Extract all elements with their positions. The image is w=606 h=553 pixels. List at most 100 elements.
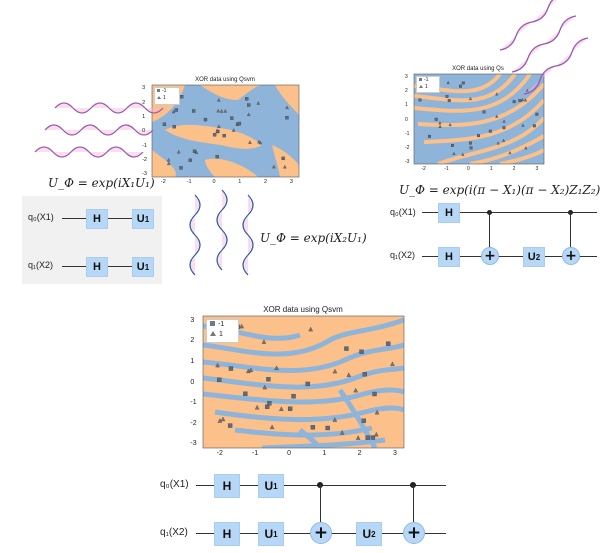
y-tick-label: 0 bbox=[142, 128, 146, 135]
wave-vertical-3 bbox=[242, 194, 254, 276]
scatter-square bbox=[451, 143, 454, 147]
x-tick-label: -2 bbox=[421, 166, 426, 172]
scatter-triangle bbox=[495, 114, 499, 118]
scatter-triangle bbox=[332, 368, 338, 374]
plot-bottom bbox=[202, 315, 405, 449]
wave-horizontal-group bbox=[34, 102, 164, 158]
formula-encoding-x2: U_Φ = exp(iX₂U₁) bbox=[260, 231, 367, 245]
scatter-square bbox=[222, 133, 226, 138]
circuit-right-q1-wire bbox=[422, 256, 597, 257]
scatter-square bbox=[192, 149, 197, 153]
scatter-square bbox=[477, 134, 480, 138]
scatter-square bbox=[230, 116, 234, 120]
scatter-triangle bbox=[223, 109, 228, 113]
y-tick-label: -3 bbox=[405, 158, 410, 165]
legend-label-neg: -1 bbox=[424, 77, 429, 83]
scatter-square bbox=[361, 418, 366, 423]
y-tick-label: 1 bbox=[190, 357, 195, 365]
scatter-square bbox=[162, 122, 167, 126]
scatter-square bbox=[365, 435, 370, 440]
scatter-square bbox=[203, 117, 208, 122]
y-tick-label: -2 bbox=[190, 419, 197, 427]
y-tick-label: 1 bbox=[405, 102, 408, 109]
circuit-left-q1-label: q₁(X2) bbox=[28, 260, 54, 270]
scatter-square bbox=[285, 116, 289, 120]
y-tick-label: 3 bbox=[405, 74, 408, 81]
legend-triangle-icon bbox=[419, 85, 423, 88]
scatter-square bbox=[518, 99, 522, 103]
formula-entangle: U_Φ = exp(i(π − X₁)(π − X₂)Z₁Z₂) bbox=[399, 183, 601, 197]
y-tick-label: 3 bbox=[142, 85, 146, 92]
circuit-bottom-cnot-line-1 bbox=[320, 485, 321, 522]
scatter-square bbox=[245, 97, 249, 101]
scatter-triangle bbox=[219, 109, 224, 113]
plot-top-left bbox=[151, 84, 300, 178]
x-tick-label: 3 bbox=[535, 166, 539, 172]
scatter-square bbox=[237, 121, 242, 126]
scatter-triangle bbox=[215, 128, 219, 133]
y-tick-label: 2 bbox=[190, 337, 195, 345]
scatter-triangle bbox=[285, 105, 289, 110]
scatter-square bbox=[265, 404, 270, 409]
x-tick-label: 2 bbox=[357, 450, 362, 457]
scatter-square bbox=[243, 391, 248, 396]
circuit-right-cnot-target-2: + bbox=[562, 247, 580, 265]
circuit-right-q1-label: q₁(X2) bbox=[390, 250, 416, 260]
formula-encoding-x1: U_Φ = exp(iX₁U₁) bbox=[48, 176, 155, 190]
legend-square-icon bbox=[210, 321, 215, 326]
legend-triangle-icon bbox=[210, 331, 216, 336]
x-tick-label: 1 bbox=[322, 450, 327, 457]
wave-diagonal-2 bbox=[511, 15, 577, 73]
wave-diagonal-1 bbox=[499, 0, 558, 51]
x-tick-label: 2 bbox=[512, 166, 516, 172]
scatter-triangle bbox=[220, 416, 226, 422]
circuit-bottom-h-gate-q0: H bbox=[214, 474, 240, 498]
scatter-triangle bbox=[269, 424, 275, 430]
scatter-square bbox=[217, 377, 222, 382]
y-tick-label: 1 bbox=[142, 113, 146, 120]
scatter-square bbox=[172, 125, 176, 129]
circuit-right-h-gate-q1: H bbox=[438, 247, 460, 267]
x-tick-label: 2 bbox=[264, 179, 268, 185]
scatter-triangle bbox=[231, 128, 236, 132]
scatter-square bbox=[215, 155, 219, 159]
scatter-triangle bbox=[508, 150, 512, 155]
scatter-square bbox=[482, 110, 486, 114]
y-tick-label: 3 bbox=[190, 316, 195, 324]
scatter-triangle bbox=[468, 96, 472, 101]
scatter-triangle bbox=[217, 98, 221, 102]
scatter-square bbox=[372, 391, 377, 397]
legend-square-icon bbox=[419, 78, 422, 81]
scatter-triangle bbox=[438, 121, 442, 125]
scatter-square bbox=[281, 156, 285, 161]
scatter-square bbox=[344, 346, 349, 351]
scatter-triangle bbox=[239, 323, 244, 329]
scatter-square bbox=[228, 366, 234, 371]
circuit-right-h-gate-q0: H bbox=[438, 203, 460, 223]
wave-diagonal-group bbox=[499, 0, 589, 95]
scatter-triangle bbox=[166, 157, 171, 162]
scatter-square bbox=[445, 94, 449, 98]
scatter-triangle bbox=[452, 151, 456, 155]
legend-label-neg: -1 bbox=[162, 88, 167, 94]
scatter-triangle bbox=[448, 122, 452, 127]
scatter-square bbox=[447, 99, 451, 102]
scatter-square bbox=[179, 166, 183, 170]
y-tick-label: 0 bbox=[405, 116, 408, 123]
scatter-triangle bbox=[256, 101, 261, 105]
y-tick-label: -3 bbox=[190, 440, 197, 448]
scatter-square bbox=[428, 134, 431, 138]
circuit-left-h-gate-q1: H bbox=[86, 257, 108, 277]
scatter-square bbox=[532, 124, 536, 128]
scatter-triangle bbox=[257, 139, 261, 144]
circuit-bottom-cnot-target-1: + bbox=[310, 522, 332, 544]
scatter-triangle bbox=[446, 80, 450, 84]
x-tick-label: -1 bbox=[186, 179, 192, 185]
scatter-square bbox=[459, 84, 462, 88]
circuit-left-q1-wire bbox=[62, 266, 154, 267]
